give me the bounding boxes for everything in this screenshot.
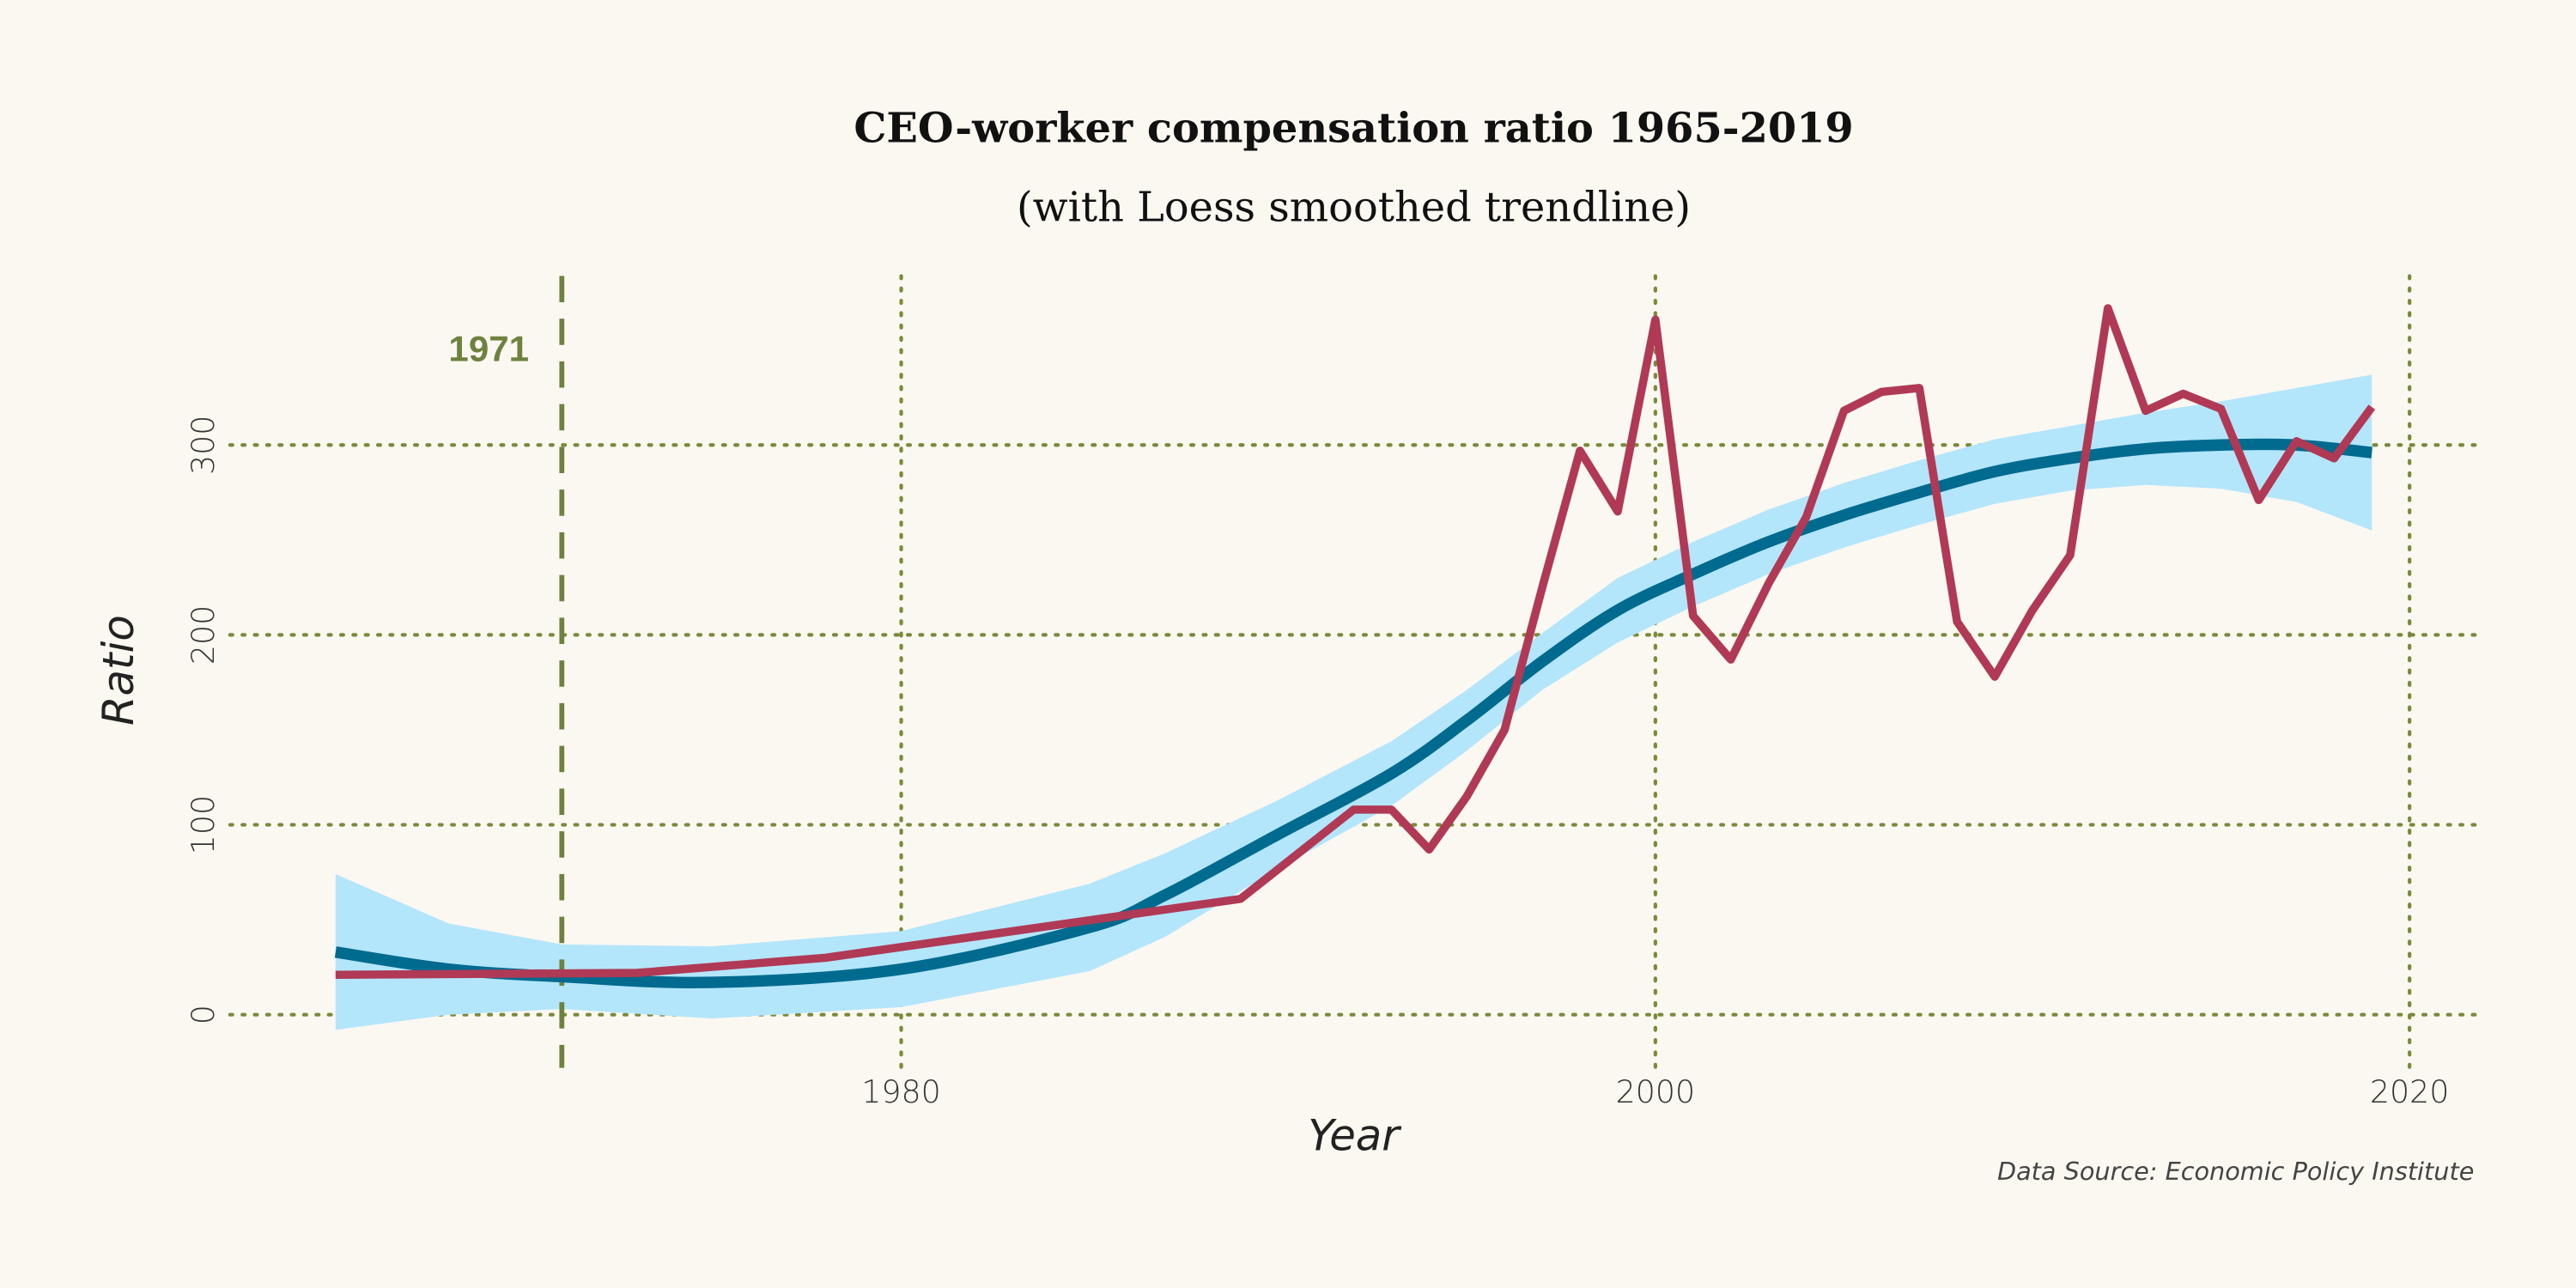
x-tick-label: 2000: [1616, 1073, 1696, 1110]
data-line: [335, 304, 2376, 980]
confidence-band: [335, 374, 2372, 1030]
trend-line: [334, 438, 2372, 989]
x-tick-label: 1980: [861, 1073, 941, 1110]
y-tick-label: 200: [185, 605, 222, 665]
x-tick-label: 2020: [2370, 1073, 2450, 1110]
chart-subtitle: (with Loess smoothed trendline): [1017, 184, 1691, 231]
x-axis-title: Year: [1308, 1110, 1402, 1160]
y-tick-label: 0: [185, 1005, 222, 1024]
caption: Data Source: Economic Policy Institute: [1997, 1157, 2474, 1186]
y-tick-label: 100: [185, 795, 222, 854]
plot-area: 0 100 200 300 1980 2000 2020 1971: [185, 274, 2480, 1110]
y-tick-label: 300: [185, 416, 222, 475]
y-axis-title: Ratio: [94, 615, 143, 726]
annotation-label: 1971: [448, 329, 529, 369]
chart-title: CEO-worker compensation ratio 1965-2019: [854, 105, 1853, 153]
